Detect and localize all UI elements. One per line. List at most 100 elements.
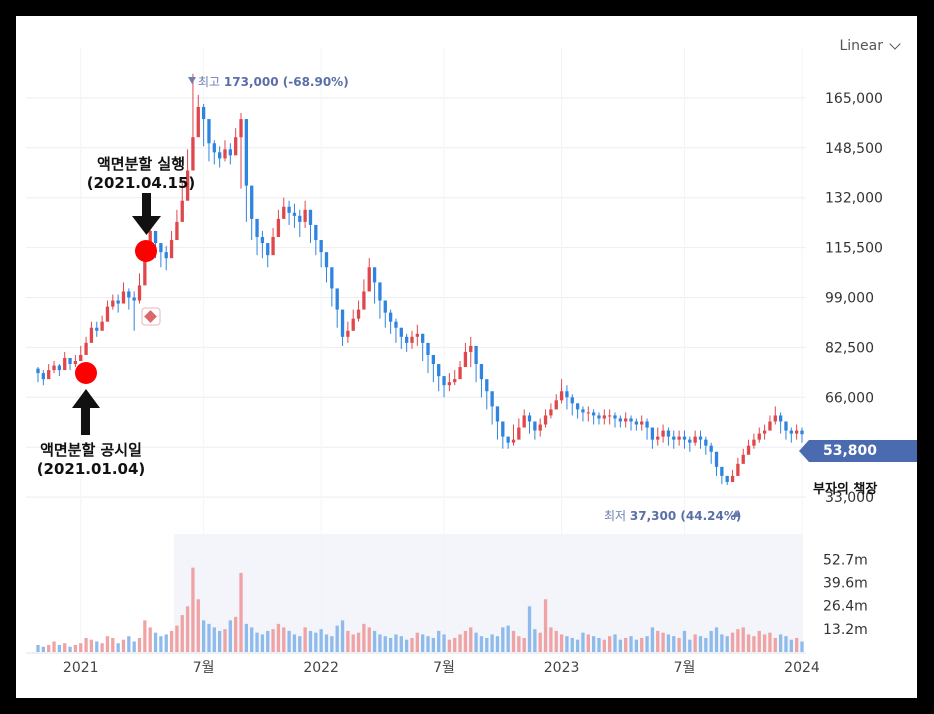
volume-bar [784,636,788,652]
candle-body [501,421,505,437]
split-executed-date: (2021.04.15) [86,174,196,192]
volume-bar [634,639,639,652]
candle-body [442,376,446,386]
split-executed-marker [135,240,157,262]
volume-bar [132,641,136,652]
volume-bar [581,632,585,652]
candle-body [458,367,462,380]
candle-body [591,412,596,416]
volume-bar [597,637,601,652]
candle-body [330,267,334,289]
candle-body [527,415,532,422]
volume-bar [591,636,596,652]
volume-bar [730,632,735,652]
volume-bar [260,634,265,652]
volume-bar [282,627,286,652]
volume-bar [169,630,174,652]
volume-bar [645,636,649,652]
volume-bar [266,630,270,652]
volume-bar [709,630,713,652]
time-tick-label: 7월 [193,660,215,676]
high-label: 최고 [198,75,221,89]
candle-body [757,433,761,440]
candle-body [303,209,307,222]
time-tick-label: 2022 [303,660,339,676]
candle-body [752,439,756,446]
volume-bar [47,644,51,652]
candle-body [640,421,644,425]
candle-body [693,436,697,443]
volume-bar [640,637,644,652]
volume-bar [485,637,489,652]
time-tick-label: 7월 [674,660,696,676]
candle-body [100,321,104,331]
volume-bar [57,644,62,652]
candle-body [89,327,94,343]
split-announced-marker [75,362,97,384]
volume-bar [314,632,318,652]
candle-body [608,415,612,417]
watermark: 부자의 책장 [813,482,878,497]
candle-body [36,368,40,374]
high-marker-icon [188,77,196,84]
volume-bar [527,606,532,652]
candle-body [645,421,649,428]
split-announced-date: (2021.01.04) [36,460,146,478]
volume-bar [383,636,387,652]
candle-body [784,421,788,431]
price-tick-label: 33,000 [825,490,874,506]
volume-bar [613,634,617,652]
candle-body [52,365,56,371]
volume-bar [442,634,446,652]
volume-bar [36,644,40,652]
candle-body [335,288,339,310]
volume-bar [159,636,163,652]
candle-body [164,252,168,259]
volume-bar [346,630,350,652]
volume-bar [207,623,211,652]
volume-bar [773,637,777,652]
volume-bar [575,639,580,652]
volume-bar [148,627,152,652]
candle-body [356,309,361,319]
volume-bar [105,636,110,652]
candle-body [469,345,473,352]
volume-bar [736,629,740,652]
candle-body [372,267,377,283]
volume-bar [372,630,377,652]
scale-selector[interactable]: Linear [839,38,901,54]
volume-bar [356,632,361,652]
candle-body [266,243,270,256]
volume-bar [319,629,323,652]
volume-bar [388,637,393,652]
volume-tick-label: 52.7m [823,552,868,568]
candle-body [271,237,275,256]
volume-bar [800,641,804,652]
volume-bar [768,632,772,652]
candle-body [714,451,719,467]
volume-bar [778,634,783,652]
volume-tick-label: 13.2m [823,622,868,638]
volume-bar [399,636,403,652]
volume-bar [271,629,275,652]
volume-bar [63,643,67,652]
candle-body [543,415,548,425]
volume-bar [212,627,216,652]
volume-bar [324,634,329,652]
candle-body [634,421,639,425]
volume-bar [84,637,88,652]
current-price-badge: 53,800 [799,440,917,462]
candle-body [217,152,222,159]
volume-bar [453,637,457,652]
volume-bar [121,639,126,652]
split-announced-title: 액면분할 공시일 [40,441,142,459]
candle-body [522,415,526,428]
volume-bar [250,627,254,652]
candle-body [421,333,425,343]
candle-body [143,258,147,286]
split-executed-annotation: 액면분할 실행 (2021.04.15) [66,155,216,193]
candle-body [677,436,681,440]
candle-body [314,224,318,241]
volume-bar [137,637,142,652]
volume-bar [549,627,553,652]
